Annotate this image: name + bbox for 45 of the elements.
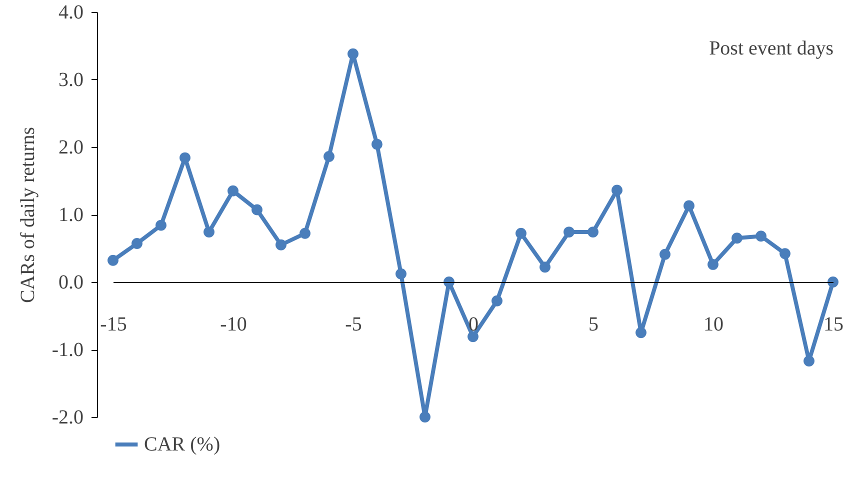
point (108, 254, 118, 266)
point (180, 152, 190, 164)
x-tick-label: 5 (588, 314, 598, 336)
point (132, 238, 142, 249)
point (300, 228, 310, 239)
point (372, 138, 382, 150)
legend-label: CAR (%) (144, 434, 220, 456)
y-tick-label: 1.0 (58, 204, 84, 226)
point (396, 268, 406, 280)
point (588, 226, 598, 238)
x-tick-label: -10 (220, 314, 247, 336)
y-tick-label: 3.0 (58, 69, 84, 91)
y-tick-label: -1.0 (52, 339, 84, 361)
x-tick-label: 10 (704, 314, 724, 336)
y-tick-label: 2.0 (58, 136, 84, 158)
point (684, 200, 694, 212)
point (612, 184, 622, 196)
point (516, 228, 526, 239)
point (228, 185, 238, 196)
point (636, 327, 646, 338)
point (348, 48, 358, 60)
point (204, 226, 214, 238)
point (564, 226, 574, 238)
point (708, 258, 718, 270)
point (324, 150, 334, 162)
x-tick-label: 15 (824, 314, 844, 336)
x-tick-label: -5 (345, 314, 362, 336)
x-axis-title: Post event days (709, 38, 834, 60)
point (252, 204, 262, 216)
point (780, 248, 790, 260)
y-tick-label: 4.0 (58, 2, 84, 24)
point (828, 276, 838, 288)
point (660, 248, 670, 260)
point (804, 356, 814, 366)
point (492, 295, 502, 306)
point (276, 239, 286, 250)
y-tick-label: 0.0 (58, 272, 84, 294)
point (156, 220, 166, 231)
y-axis-title: CARs of daily returns (16, 126, 39, 304)
y-tick-label: -2.0 (52, 406, 84, 428)
x-tick-label: -15 (100, 314, 127, 336)
point (540, 262, 550, 273)
point (420, 412, 430, 422)
point (732, 232, 742, 244)
point (756, 230, 766, 242)
